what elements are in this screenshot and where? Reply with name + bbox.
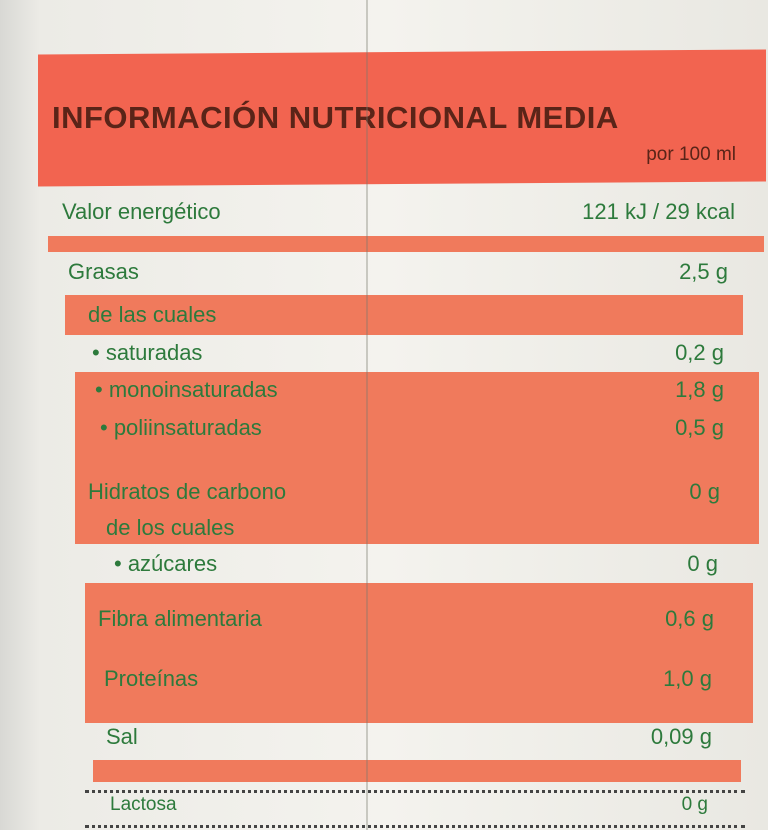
row-value: 0,5 g bbox=[675, 415, 724, 440]
row-label: • poliinsaturadas bbox=[100, 415, 262, 440]
row-label: • azúcares bbox=[114, 551, 218, 576]
row-label: Lactosa bbox=[110, 794, 177, 815]
row-value: 0,09 g bbox=[650, 724, 712, 749]
row-value: 1,0 g bbox=[663, 666, 712, 691]
row-value: 2,5 g bbox=[679, 259, 728, 284]
row-label: de las cuales bbox=[88, 302, 217, 327]
row-label: • monoinsaturadas bbox=[95, 377, 278, 402]
row-label: Valor energético bbox=[62, 199, 221, 224]
dotted-line bbox=[85, 825, 745, 828]
row-label: Grasas bbox=[68, 259, 139, 284]
dotted-line bbox=[85, 790, 745, 793]
band bbox=[75, 372, 759, 544]
subtitle: por 100 ml bbox=[646, 144, 736, 165]
band bbox=[93, 760, 741, 782]
band bbox=[65, 295, 743, 335]
band bbox=[85, 583, 753, 723]
row-label: Fibra alimentaria bbox=[98, 606, 262, 631]
row-value: 0 g bbox=[687, 551, 718, 576]
row-value: 121 kJ / 29 kcal bbox=[582, 199, 735, 224]
fold bbox=[366, 0, 368, 830]
row-label: de los cuales bbox=[106, 515, 235, 540]
row-label: Proteínas bbox=[104, 666, 199, 691]
title: INFORMACIÓN NUTRICIONAL MEDIA bbox=[52, 100, 619, 135]
row-label: Sal bbox=[106, 724, 138, 749]
band bbox=[48, 236, 764, 252]
row-value: 0 g bbox=[689, 479, 720, 504]
row-value: 0,6 g bbox=[665, 606, 714, 631]
row-value: 0,2 g bbox=[675, 340, 724, 365]
row-value: 1,8 g bbox=[675, 377, 724, 402]
row-value: 0 g bbox=[681, 794, 708, 815]
row-label: Hidratos de carbono bbox=[88, 479, 287, 504]
row-label: • saturadas bbox=[92, 340, 203, 365]
